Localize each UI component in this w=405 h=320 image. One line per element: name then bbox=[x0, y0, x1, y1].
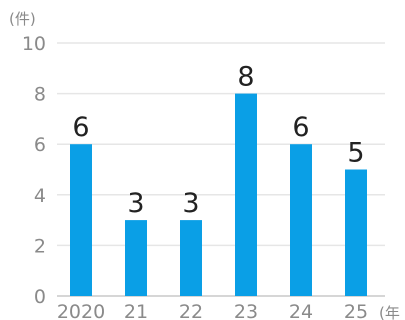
x-tick-label-24: 24 bbox=[289, 301, 313, 320]
data-label-22: 3 bbox=[182, 188, 199, 219]
y-tick-label: 0 bbox=[34, 286, 46, 308]
gridlines bbox=[57, 42, 385, 297]
bar-21 bbox=[125, 220, 147, 296]
x-axis-ticks: 2020 21 22 23 24 25 bbox=[57, 301, 368, 320]
y-tick-label: 6 bbox=[34, 134, 46, 156]
data-label-24: 6 bbox=[292, 112, 309, 143]
x-tick-label-21: 21 bbox=[124, 301, 148, 320]
bar-25 bbox=[345, 169, 367, 296]
y-tick-label: 8 bbox=[34, 84, 46, 106]
x-tick-label-25: 25 bbox=[344, 301, 368, 320]
bar-23 bbox=[235, 93, 257, 296]
data-label-21: 3 bbox=[127, 188, 144, 219]
x-tick-label-23: 23 bbox=[234, 301, 258, 320]
bar-22 bbox=[180, 220, 202, 296]
data-label-25: 5 bbox=[347, 138, 364, 169]
y-tick-label: 10 bbox=[22, 33, 46, 55]
data-labels: 6 3 3 8 6 5 bbox=[72, 62, 364, 220]
bar-2020 bbox=[70, 144, 92, 296]
x-tick-label-22: 22 bbox=[179, 301, 203, 320]
y-axis-unit-label: (件) bbox=[9, 10, 36, 28]
x-tick-label-2020: 2020 bbox=[57, 301, 105, 320]
bars bbox=[70, 93, 367, 296]
y-tick-label: 2 bbox=[34, 235, 46, 257]
y-tick-label: 4 bbox=[34, 185, 46, 207]
data-label-2020: 6 bbox=[72, 112, 89, 143]
x-axis-unit-label: (年 bbox=[379, 304, 400, 320]
y-axis-ticks: 0 2 4 6 8 10 bbox=[22, 33, 46, 308]
data-label-23: 8 bbox=[237, 62, 254, 93]
bar-24 bbox=[290, 144, 312, 296]
